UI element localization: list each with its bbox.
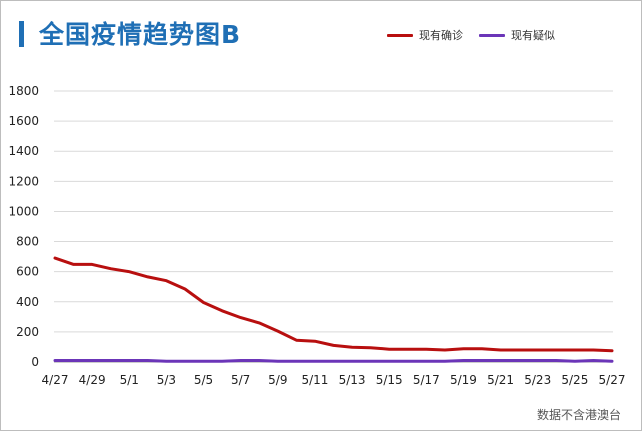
x-tick-label: 5/5: [194, 373, 213, 387]
y-tick-label: 1200: [8, 174, 39, 188]
x-tick-label: 5/11: [301, 373, 328, 387]
x-tick-label: 5/25: [561, 373, 588, 387]
title-accent-bar: [19, 21, 24, 47]
x-tick-label: 5/7: [231, 373, 250, 387]
legend-label-suspected: 现有疑似: [511, 29, 555, 42]
x-tick-label: 5/27: [599, 373, 626, 387]
x-tick-label: 4/27: [42, 373, 69, 387]
legend-item-suspected: 现有疑似: [479, 27, 555, 43]
legend-item-confirmed: 现有确诊: [387, 27, 463, 43]
x-tick-label: 5/19: [450, 373, 477, 387]
y-tick-label: 1400: [8, 144, 39, 158]
legend-label-confirmed: 现有确诊: [419, 29, 463, 42]
legend-swatch-suspected: [479, 33, 505, 37]
x-tick-label: 5/9: [268, 373, 287, 387]
y-tick-label: 800: [16, 235, 39, 249]
x-tick-label: 5/23: [524, 373, 551, 387]
series-line-confirmed: [53, 256, 614, 353]
x-tick-label: 5/21: [487, 373, 514, 387]
y-tick-label: 1000: [8, 204, 39, 218]
chart-title: 全国疫情趋势图B: [39, 20, 242, 49]
x-tick-label: 4/29: [79, 373, 106, 387]
x-tick-label: 5/15: [376, 373, 403, 387]
y-tick-label: 0: [31, 355, 39, 369]
x-tick-label: 5/17: [413, 373, 440, 387]
y-tick-label: 1600: [8, 114, 39, 128]
x-tick-label: 5/1: [120, 373, 139, 387]
y-tick-label: 200: [16, 325, 39, 339]
y-tick-label: 1800: [8, 84, 39, 98]
legend-swatch-confirmed: [387, 33, 413, 37]
series-line-suspected: [53, 359, 614, 363]
y-tick-label: 400: [16, 295, 39, 309]
footnote: 数据不含港澳台: [536, 408, 621, 422]
y-tick-label: 600: [16, 265, 39, 279]
x-tick-label: 5/13: [339, 373, 366, 387]
legend: 现有确诊 现有疑似: [387, 27, 555, 43]
x-tick-label: 5/3: [157, 373, 176, 387]
